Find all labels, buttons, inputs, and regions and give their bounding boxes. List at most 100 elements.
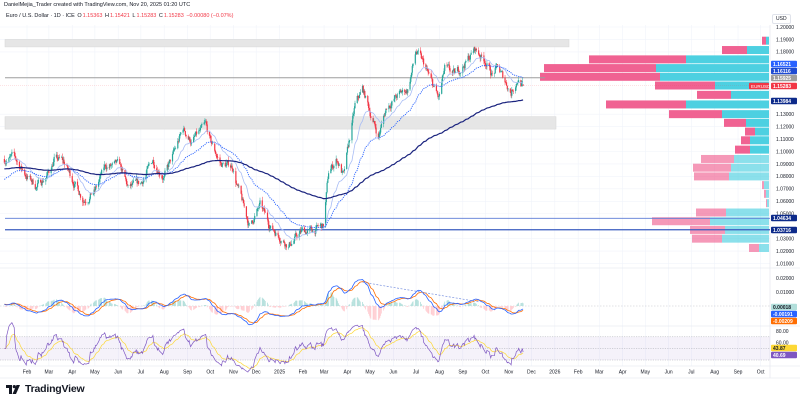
candle-body [441, 82, 443, 94]
high-label: H [105, 13, 109, 19]
candle-body [395, 96, 398, 98]
macd-histogram-bar [199, 306, 201, 307]
macd-histogram-bar [46, 302, 48, 306]
macd-histogram-bar [16, 306, 18, 308]
macd-histogram-bar [486, 306, 488, 311]
candle [389, 103, 392, 112]
candle [356, 93, 358, 104]
macd-histogram-bar [227, 306, 228, 308]
candle-body [277, 232, 279, 236]
time-tick-label: Jul [413, 370, 419, 376]
macd-histogram-bar [521, 302, 523, 306]
macd-histogram-bar [226, 306, 228, 309]
candle-body [203, 122, 205, 125]
candle [183, 126, 186, 132]
macd-histogram-bar [182, 300, 184, 306]
candle [427, 68, 429, 76]
candle [173, 147, 175, 152]
rsi-line [4, 321, 524, 373]
candle-body [462, 66, 464, 74]
macd-histogram-bar [520, 303, 522, 306]
candle [354, 100, 356, 109]
volume-profile-sell-bar [745, 127, 755, 136]
time-tick-label: Mar [45, 370, 54, 376]
candle [315, 222, 318, 231]
candle-body [30, 179, 33, 182]
candle-body [199, 127, 202, 131]
macd-histogram-bar [161, 306, 163, 309]
candle [514, 85, 517, 94]
candle-body [357, 95, 359, 97]
candle-body [199, 130, 201, 131]
macd-histogram-bar [146, 302, 148, 306]
candle [456, 65, 459, 72]
macd-histogram-bar [122, 306, 124, 310]
candle-body [126, 184, 128, 186]
candle [95, 184, 97, 193]
currency-button[interactable]: USD [772, 14, 791, 24]
macd-histogram-bar [332, 295, 334, 306]
candle-body [337, 161, 339, 163]
time-tick-label: Oct [206, 370, 214, 376]
macd-histogram-bar [407, 306, 409, 307]
candle-body [143, 179, 145, 182]
candle-body [156, 168, 158, 171]
macd-histogram-bar [522, 303, 524, 306]
candle-body [145, 173, 147, 180]
time-tick-label: Apr [344, 370, 352, 376]
macd-histogram-bar [384, 306, 386, 307]
candle [285, 244, 287, 250]
candle-body [11, 151, 13, 154]
candle-body [478, 50, 480, 55]
candle [328, 170, 330, 180]
macd-histogram-bar [386, 304, 388, 306]
candle [201, 122, 203, 128]
macd-histogram-bar [41, 304, 43, 306]
price-label-text: 1.13984 [773, 99, 791, 105]
macd-histogram-bar [385, 304, 387, 306]
macd-histogram-bar [31, 306, 33, 309]
candle-body [475, 48, 477, 51]
candle-body [512, 90, 514, 92]
candle [467, 53, 469, 63]
candle [495, 62, 497, 70]
tradingview-logo[interactable]: TradingView [6, 383, 85, 395]
macd-histogram-bar [427, 306, 429, 314]
candle [332, 165, 334, 170]
candle-body [87, 202, 89, 204]
macd-histogram-bar [117, 305, 118, 306]
macd-histogram-bar [344, 306, 345, 312]
candle-body [184, 131, 186, 135]
candle-body [336, 159, 338, 162]
candle [330, 165, 332, 174]
price-label: 1.04634 [771, 214, 797, 222]
candle-body [451, 71, 453, 73]
candle-body [9, 155, 12, 157]
candle [463, 63, 465, 72]
candle-body [331, 164, 333, 169]
candle-body [354, 102, 356, 109]
macd-histogram-bar [444, 301, 446, 306]
macd-histogram-bar [71, 306, 73, 312]
candle-body [94, 189, 96, 191]
macd-histogram-bar [306, 303, 308, 306]
candle [499, 64, 501, 74]
candle-body [361, 85, 364, 93]
candle-body [258, 204, 260, 209]
volume-profile-buy-bar [660, 72, 769, 81]
candle-body [232, 168, 234, 172]
candle-body [320, 223, 322, 226]
macd-histogram-bar [279, 306, 281, 308]
candle-body [220, 162, 223, 167]
candle-body [412, 63, 414, 67]
candle [24, 172, 27, 179]
candle-body [77, 185, 79, 192]
macd-histogram-bar [295, 300, 296, 306]
candle-body [130, 183, 132, 186]
candle-body [56, 154, 58, 159]
symbol-title[interactable]: Euro / U.S. Dollar · 1D · ICE [6, 13, 75, 19]
macd-histogram-bar [263, 298, 265, 306]
candle [220, 161, 223, 167]
candle-body [394, 95, 396, 99]
